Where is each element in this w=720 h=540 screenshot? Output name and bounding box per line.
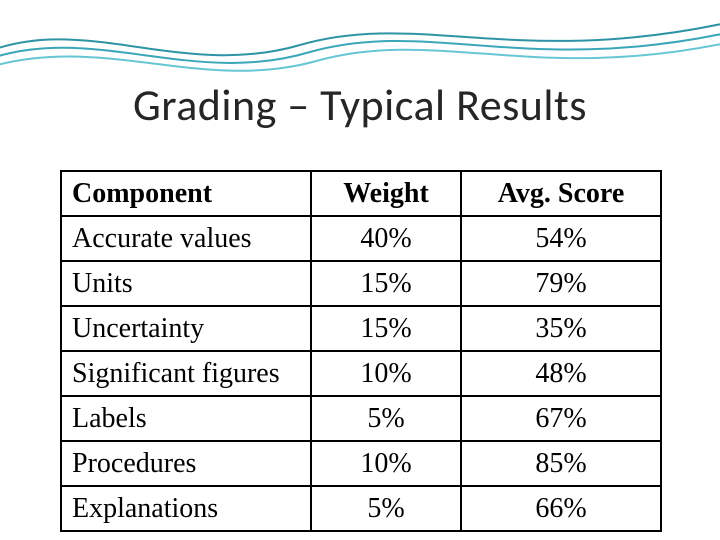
cell-avg: 35% (461, 306, 661, 351)
grading-table: Component Weight Avg. Score Accurate val… (60, 170, 660, 532)
table-row: Units 15% 79% (61, 261, 661, 306)
cell-avg: 66% (461, 486, 661, 531)
table-row: Significant figures 10% 48% (61, 351, 661, 396)
cell-component: Significant figures (61, 351, 311, 396)
cell-weight: 40% (311, 216, 461, 261)
table-row: Accurate values 40% 54% (61, 216, 661, 261)
col-header-avg: Avg. Score (461, 171, 661, 216)
cell-component: Units (61, 261, 311, 306)
cell-avg: 85% (461, 441, 661, 486)
cell-avg: 67% (461, 396, 661, 441)
table-row: Uncertainty 15% 35% (61, 306, 661, 351)
col-header-component: Component (61, 171, 311, 216)
cell-weight: 10% (311, 351, 461, 396)
cell-component: Explanations (61, 486, 311, 531)
cell-weight: 15% (311, 306, 461, 351)
table-header-row: Component Weight Avg. Score (61, 171, 661, 216)
cell-component: Procedures (61, 441, 311, 486)
table-row: Labels 5% 67% (61, 396, 661, 441)
cell-component: Labels (61, 396, 311, 441)
table-row: Procedures 10% 85% (61, 441, 661, 486)
cell-weight: 5% (311, 486, 461, 531)
table-row: Explanations 5% 66% (61, 486, 661, 531)
cell-weight: 15% (311, 261, 461, 306)
cell-avg: 79% (461, 261, 661, 306)
cell-weight: 10% (311, 441, 461, 486)
cell-avg: 54% (461, 216, 661, 261)
page-title: Grading – Typical Results (0, 78, 720, 132)
col-header-weight: Weight (311, 171, 461, 216)
cell-avg: 48% (461, 351, 661, 396)
cell-weight: 5% (311, 396, 461, 441)
cell-component: Uncertainty (61, 306, 311, 351)
decorative-waves (0, 0, 720, 90)
cell-component: Accurate values (61, 216, 311, 261)
